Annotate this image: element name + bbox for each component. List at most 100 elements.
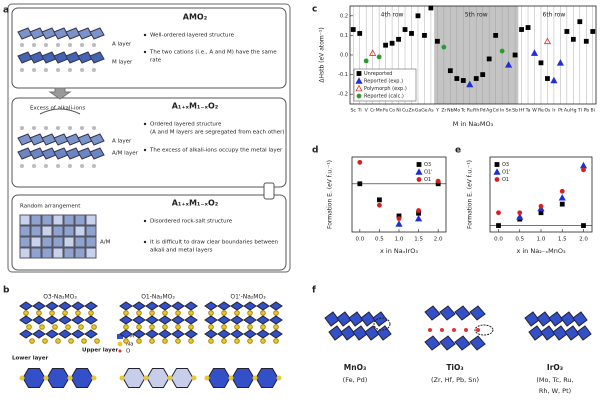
atom <box>208 338 214 344</box>
point <box>466 80 474 88</box>
legend-marker <box>494 177 500 182</box>
structure-title: O1'-Na₂MO₃ <box>230 294 266 301</box>
atom <box>92 126 96 130</box>
rocksalt-cell <box>52 225 64 237</box>
octahedron <box>548 311 564 327</box>
panel-label: d <box>312 146 318 156</box>
x-tick-label: 1.5 <box>558 237 567 243</box>
rocksalt-cell <box>30 225 42 237</box>
atom <box>80 126 84 130</box>
octahedron <box>145 301 159 311</box>
octahedron <box>132 301 146 311</box>
octahedron <box>119 301 133 311</box>
x-tick-label: Sn <box>506 108 512 114</box>
point <box>435 181 441 187</box>
panel-a-frame <box>7 3 291 273</box>
point <box>499 48 505 54</box>
rocksalt-cell <box>85 247 97 259</box>
bracket <box>39 108 81 115</box>
x-tick-label: Nb <box>447 108 453 114</box>
octahedron <box>454 335 471 351</box>
atom <box>67 375 73 381</box>
rocksalt-cell <box>30 247 42 259</box>
atom <box>440 328 444 332</box>
octahedron <box>84 301 98 311</box>
point <box>415 214 423 222</box>
structure-elements: (Fe, Pd) <box>343 376 368 384</box>
atom <box>162 310 168 316</box>
x-tick-label: 0.0 <box>355 237 364 243</box>
point <box>396 213 402 219</box>
x-tick-label: Ta <box>525 108 531 114</box>
highlight <box>373 317 391 331</box>
atom <box>149 324 155 330</box>
atom <box>464 328 468 332</box>
x-axis-title: x in NaₓIrO₃ <box>380 247 418 255</box>
point <box>519 27 524 32</box>
octahedron <box>19 301 33 311</box>
atom <box>260 338 266 344</box>
y-axis-title: ΔHstb (eV atom⁻¹) <box>319 27 326 82</box>
atom <box>91 375 97 381</box>
octahedron <box>89 51 105 64</box>
y-axis-title: Formation E. (eV f.u.⁻¹) <box>467 160 474 229</box>
bullet-dot <box>143 33 147 37</box>
octahedron <box>230 315 244 325</box>
rocksalt-cell <box>63 247 75 259</box>
structure-elements: Rh, W, Pt) <box>539 387 571 395</box>
point <box>556 59 564 66</box>
octahedron <box>184 315 198 325</box>
x-tick-label: Ru <box>467 108 473 114</box>
octahedron <box>439 305 456 321</box>
point <box>396 36 401 42</box>
point <box>590 29 596 34</box>
legend-marker <box>356 93 362 99</box>
legend-label: Polymorph (exp.) <box>364 86 407 92</box>
y-tick-label: -0.1 <box>338 72 348 78</box>
atom <box>44 68 48 72</box>
atom <box>56 164 60 168</box>
point <box>416 210 421 216</box>
octahedron <box>524 311 540 327</box>
atom <box>52 324 58 330</box>
panel-label: a <box>3 6 9 16</box>
atom <box>221 338 227 344</box>
point <box>415 13 421 19</box>
atom <box>143 375 149 381</box>
annotation: 5th row <box>465 12 488 19</box>
rocksalt-cell <box>85 214 97 226</box>
atom <box>80 164 84 168</box>
octahedron <box>256 315 270 325</box>
atom <box>91 324 97 330</box>
atom <box>62 310 68 316</box>
octahedron <box>89 133 105 146</box>
atom <box>39 324 45 330</box>
point <box>564 29 570 34</box>
x-tick-label: Zn <box>408 108 414 114</box>
point <box>516 213 524 220</box>
box-title: A₁₊ₓM₁₋ₓO₂ <box>172 102 219 111</box>
rocksalt-cell <box>74 247 86 259</box>
x-tick-label: 1.0 <box>537 237 546 243</box>
octahedron <box>132 329 146 339</box>
octahedron <box>45 301 59 311</box>
bullet-dot <box>143 240 147 244</box>
x-axis-title: M in Na₂MO₃ <box>453 120 494 128</box>
layer-label: A/M layer <box>112 151 139 157</box>
point <box>357 181 363 187</box>
octahedron <box>32 315 46 325</box>
point <box>389 40 395 46</box>
octahedron <box>256 301 270 311</box>
x-tick-label: Fe <box>383 108 388 114</box>
rocksalt-cell <box>30 236 42 248</box>
octahedron <box>439 335 456 351</box>
rocksalt-cell <box>52 236 64 248</box>
x-tick-label: W <box>532 108 537 114</box>
point <box>517 210 523 216</box>
panel-label: c <box>312 5 317 15</box>
x-tick-label: 0.5 <box>515 237 524 243</box>
bullet-dot <box>143 122 147 126</box>
atom <box>252 375 258 381</box>
legend-label: O <box>126 349 131 355</box>
panel-label: b <box>3 286 10 296</box>
